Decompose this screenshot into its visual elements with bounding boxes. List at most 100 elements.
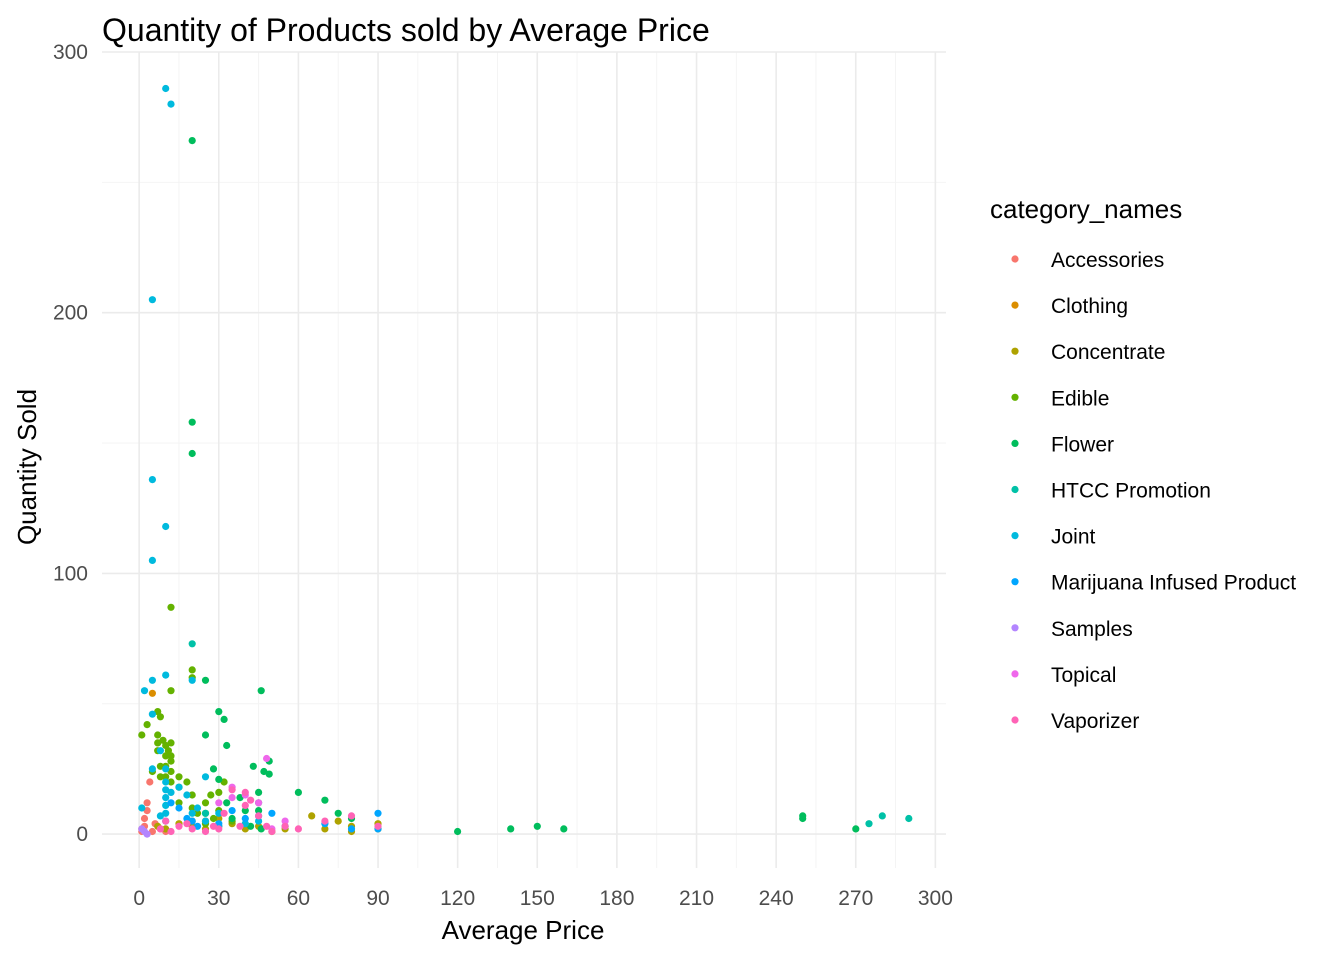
point-edible (167, 739, 175, 747)
point-marijuana-infused-product (374, 809, 382, 817)
point-flower (201, 676, 210, 684)
point-joint (148, 476, 156, 484)
legend-label: Samples (1051, 618, 1133, 641)
point-edible (143, 721, 151, 729)
point-edible (167, 603, 175, 611)
point-flower (255, 788, 263, 797)
point-vaporizer (374, 822, 382, 830)
point-joint (215, 809, 223, 817)
point-edible (188, 666, 196, 674)
point-vaporizer (281, 822, 289, 830)
legend-key (1011, 624, 1019, 632)
point-edible (167, 778, 175, 786)
point-vaporizer (201, 827, 210, 836)
point-concentrate (321, 825, 329, 833)
point-topical (281, 817, 289, 825)
point-flower (223, 741, 231, 750)
point-flower (321, 796, 329, 804)
point-joint (175, 783, 183, 791)
point-edible (167, 757, 175, 765)
x-axis-tick-labels: 0 30 60 90 120 150 180 210 240 270 300 (133, 887, 953, 910)
point-flower (209, 765, 218, 773)
legend-key (1011, 301, 1019, 309)
legend-label: Topical (1051, 664, 1116, 687)
point-flower (255, 807, 263, 815)
point-concentrate (308, 812, 316, 820)
point-vaporizer (156, 825, 164, 833)
point-edible (193, 809, 202, 817)
x-tick-label: 240 (759, 887, 794, 910)
y-axis-tick-labels: 0 100 200 300 (53, 41, 88, 846)
x-tick-label: 30 (207, 887, 230, 910)
point-marijuana-infused-product (241, 814, 249, 823)
point-joint (201, 773, 210, 781)
point-flower (265, 770, 273, 778)
point-flower (799, 814, 807, 823)
point-joint (167, 100, 175, 108)
point-vaporizer (175, 822, 183, 830)
legend-title: category_names (990, 194, 1182, 224)
point-flower (215, 708, 223, 716)
point-flower (188, 137, 196, 145)
point-vaporizer (236, 822, 244, 830)
point-flower (188, 418, 196, 426)
point-vaporizer (294, 825, 302, 833)
y-tick-label: 0 (76, 823, 88, 846)
point-edible (183, 778, 191, 786)
chart-title: Quantity of Products sold by Average Pri… (102, 12, 710, 48)
point-joint (162, 671, 170, 679)
point-flower (201, 731, 210, 739)
point-vaporizer (215, 825, 223, 833)
point-edible (156, 713, 164, 721)
point-joint (162, 84, 170, 93)
point-flower (533, 822, 541, 830)
point-flower (257, 687, 265, 695)
point-htcc-promotion (865, 820, 873, 828)
legend-key (1011, 439, 1019, 447)
point-vaporizer (241, 801, 249, 810)
x-tick-label: 300 (918, 887, 953, 910)
legend-key (1011, 578, 1019, 586)
legend-label: Joint (1051, 526, 1096, 549)
point-vaporizer (188, 825, 196, 833)
point-flower (560, 825, 568, 833)
point-joint (148, 296, 156, 304)
point-marijuana-infused-product (347, 825, 356, 833)
point-htcc-promotion (905, 814, 913, 823)
point-topical (263, 754, 271, 763)
point-flower (334, 809, 342, 817)
point-htcc-promotion (878, 812, 886, 820)
point-marijuana-infused-product (175, 804, 183, 812)
point-joint (148, 710, 156, 718)
point-joint (162, 778, 170, 786)
point-htcc-promotion (188, 640, 196, 648)
point-htcc-promotion (201, 809, 210, 817)
point-joint (188, 809, 196, 817)
point-joint (156, 747, 164, 755)
point-samples (143, 830, 151, 838)
point-vaporizer (347, 812, 356, 820)
point-flower (294, 788, 302, 797)
x-axis-title: Average Price (442, 915, 605, 945)
point-edible (162, 773, 170, 781)
data-points (138, 84, 913, 838)
point-joint (140, 687, 149, 695)
point-flower (241, 807, 249, 815)
point-marijuana-infused-product (167, 799, 175, 807)
point-flower (223, 799, 231, 807)
legend-label: Clothing (1051, 295, 1128, 318)
legend-label: Vaporizer (1051, 710, 1139, 733)
x-tick-label: 60 (287, 887, 310, 910)
point-accessories (143, 799, 151, 807)
legend-key (1011, 532, 1019, 540)
minor-gridlines (102, 52, 946, 868)
point-edible (209, 814, 218, 823)
point-joint (255, 817, 263, 825)
point-vaporizer (247, 796, 255, 804)
point-joint (148, 765, 156, 773)
point-flower (220, 715, 228, 724)
point-edible (207, 791, 215, 799)
legend-label: Marijuana Infused Product (1051, 572, 1296, 595)
point-marijuana-infused-product (268, 809, 276, 817)
